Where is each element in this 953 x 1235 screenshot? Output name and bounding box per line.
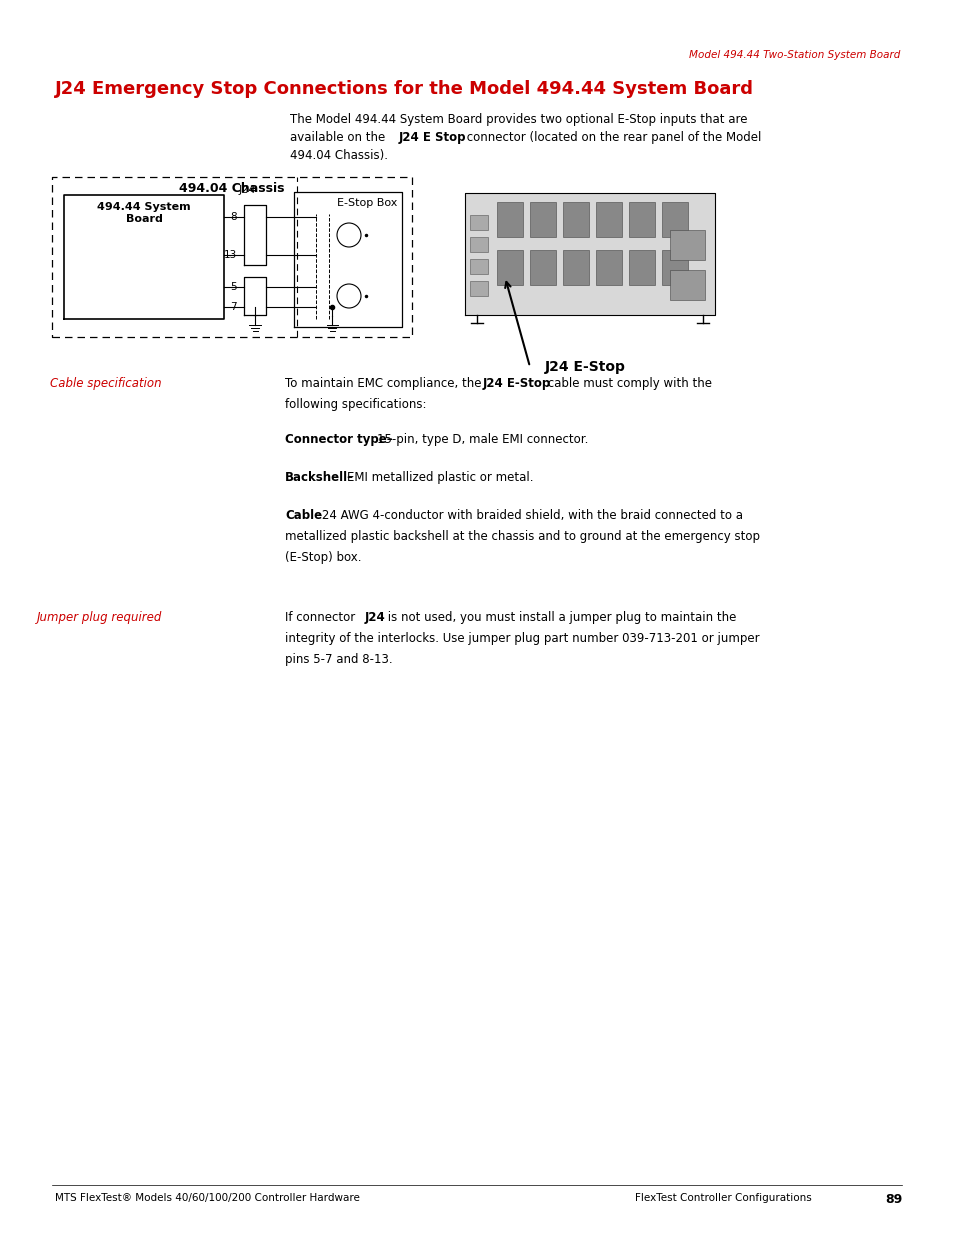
Text: Cable: Cable: [285, 509, 322, 522]
Text: Cable specification: Cable specification: [51, 377, 162, 390]
Bar: [530, 249, 556, 285]
Bar: [470, 282, 488, 296]
Text: J24 E-Stop: J24 E-Stop: [544, 359, 625, 374]
Text: E-Stop Box: E-Stop Box: [336, 198, 396, 207]
Text: Backshell–: Backshell–: [285, 471, 354, 484]
Text: EMI metallized plastic or metal.: EMI metallized plastic or metal.: [346, 471, 533, 484]
Bar: [628, 249, 655, 285]
Text: J24 E Stop: J24 E Stop: [398, 131, 466, 144]
Text: connector (located on the rear panel of the Model: connector (located on the rear panel of …: [462, 131, 760, 144]
Bar: [497, 203, 522, 237]
Bar: [596, 249, 621, 285]
Bar: [661, 249, 687, 285]
Text: Model 494.44 Two-Station System Board: Model 494.44 Two-Station System Board: [688, 49, 899, 61]
Bar: [497, 249, 522, 285]
Text: J24: J24: [365, 611, 385, 624]
Text: J24 Emergency Stop Connections for the Model 494.44 System Board: J24 Emergency Stop Connections for the M…: [55, 80, 753, 98]
Text: FlexTest Controller Configurations: FlexTest Controller Configurations: [635, 1193, 811, 1203]
Text: cable must comply with the: cable must comply with the: [543, 377, 711, 390]
Text: J24 E-Stop: J24 E-Stop: [481, 377, 550, 390]
Bar: [562, 203, 588, 237]
Bar: [669, 270, 704, 300]
Bar: [530, 203, 556, 237]
Text: The Model 494.44 System Board provides two optional E-Stop inputs that are: The Model 494.44 System Board provides t…: [290, 112, 747, 126]
Text: 5: 5: [230, 282, 236, 291]
Text: To maintain EMC compliance, the: To maintain EMC compliance, the: [285, 377, 485, 390]
Bar: [669, 230, 704, 261]
Text: If connector: If connector: [285, 611, 358, 624]
Text: 7: 7: [230, 303, 236, 312]
Text: 15-pin, type D, male EMI connector.: 15-pin, type D, male EMI connector.: [377, 433, 588, 446]
Text: J24: J24: [239, 185, 256, 195]
Text: 494.04 Chassis: 494.04 Chassis: [179, 182, 284, 195]
Bar: [464, 193, 714, 315]
Bar: [470, 259, 488, 274]
Bar: [470, 215, 488, 230]
Text: 13: 13: [224, 249, 236, 261]
Text: metallized plastic backshell at the chassis and to ground at the emergency stop: metallized plastic backshell at the chas…: [285, 530, 760, 543]
Text: integrity of the interlocks. Use jumper plug part number 039-713-201 or jumper: integrity of the interlocks. Use jumper …: [285, 632, 759, 645]
Text: 89: 89: [883, 1193, 901, 1207]
Text: following specifications:: following specifications:: [285, 398, 426, 411]
Text: (E-Stop) box.: (E-Stop) box.: [285, 551, 361, 564]
Text: Connector type–: Connector type–: [285, 433, 393, 446]
Bar: [562, 249, 588, 285]
Text: Jumper plug required: Jumper plug required: [36, 611, 162, 624]
Text: –24 AWG 4-conductor with braided shield, with the braid connected to a: –24 AWG 4-conductor with braided shield,…: [315, 509, 742, 522]
Text: MTS FlexTest® Models 40/60/100/200 Controller Hardware: MTS FlexTest® Models 40/60/100/200 Contr…: [55, 1193, 359, 1203]
Text: 494.04 Chassis).: 494.04 Chassis).: [290, 149, 388, 162]
Bar: [661, 203, 687, 237]
Bar: [596, 203, 621, 237]
Text: pins 5-7 and 8-13.: pins 5-7 and 8-13.: [285, 653, 393, 666]
Text: is not used, you must install a jumper plug to maintain the: is not used, you must install a jumper p…: [383, 611, 735, 624]
Bar: [628, 203, 655, 237]
Text: 8: 8: [230, 212, 236, 222]
Bar: [470, 237, 488, 252]
Text: 494.44 System
Board: 494.44 System Board: [97, 203, 191, 224]
Text: available on the: available on the: [290, 131, 389, 144]
